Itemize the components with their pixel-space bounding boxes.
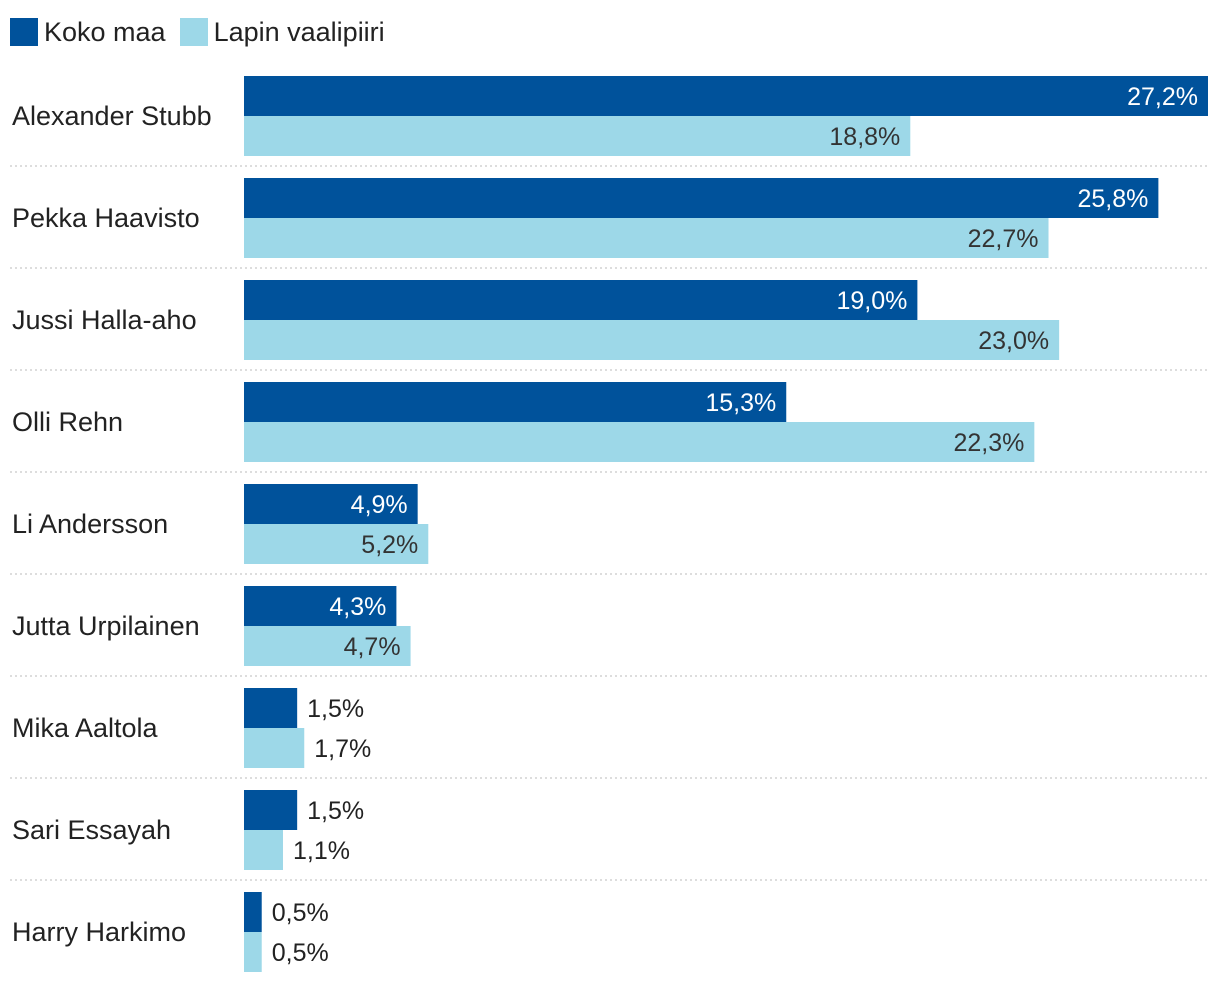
value-label-lapin-vaalipiiri-jussi-halla-aho: 23,0% [978,327,1049,355]
value-label-lapin-vaalipiiri-olli-rehn: 22,3% [953,429,1024,457]
bar-koko-maa-mika-aaltola [244,688,297,728]
bar-lapin-vaalipiiri-alexander-stubb [244,116,910,156]
value-label-koko-maa-mika-aaltola: 1,5% [307,695,364,723]
value-label-lapin-vaalipiiri-mika-aaltola: 1,7% [314,735,371,763]
value-label-koko-maa-li-andersson: 4,9% [351,491,408,519]
bar-koko-maa-alexander-stubb [244,76,1208,116]
bar-chart: Alexander Stubb 27,2% 18,8% Pekka Haavisto 2… [0,0,1220,984]
bar-koko-maa-sari-essayah [244,790,297,830]
category-label-pekka-haavisto: Pekka Haavisto [12,203,200,233]
bar-lapin-vaalipiiri-pekka-haavisto [244,218,1049,258]
category-label-alexander-stubb: Alexander Stubb [12,101,212,131]
value-label-lapin-vaalipiiri-alexander-stubb: 18,8% [829,123,900,151]
value-label-koko-maa-pekka-haavisto: 25,8% [1077,185,1148,213]
value-label-koko-maa-alexander-stubb: 27,2% [1127,83,1198,111]
bar-lapin-vaalipiiri-harry-harkimo [244,932,262,972]
category-label-sari-essayah: Sari Essayah [12,815,171,845]
value-label-koko-maa-olli-rehn: 15,3% [705,389,776,417]
bar-koko-maa-pekka-haavisto [244,178,1158,218]
value-label-lapin-vaalipiiri-sari-essayah: 1,1% [293,837,350,865]
value-label-lapin-vaalipiiri-jutta-urpilainen: 4,7% [344,633,401,661]
value-label-koko-maa-sari-essayah: 1,5% [307,797,364,825]
value-label-koko-maa-harry-harkimo: 0,5% [272,899,329,927]
category-label-mika-aaltola: Mika Aaltola [12,713,159,743]
bar-koko-maa-harry-harkimo [244,892,262,932]
category-label-li-andersson: Li Andersson [12,509,168,539]
value-label-lapin-vaalipiiri-harry-harkimo: 0,5% [272,939,329,967]
bar-lapin-vaalipiiri-sari-essayah [244,830,283,870]
category-label-olli-rehn: Olli Rehn [12,407,123,437]
value-label-koko-maa-jutta-urpilainen: 4,3% [329,593,386,621]
category-label-harry-harkimo: Harry Harkimo [12,917,186,947]
value-label-koko-maa-jussi-halla-aho: 19,0% [836,287,907,315]
bar-lapin-vaalipiiri-jussi-halla-aho [244,320,1059,360]
bar-lapin-vaalipiiri-olli-rehn [244,422,1034,462]
category-label-jussi-halla-aho: Jussi Halla-aho [12,305,197,335]
bar-lapin-vaalipiiri-mika-aaltola [244,728,304,768]
value-label-lapin-vaalipiiri-pekka-haavisto: 22,7% [968,225,1039,253]
value-label-lapin-vaalipiiri-li-andersson: 5,2% [361,531,418,559]
bar-koko-maa-jussi-halla-aho [244,280,917,320]
category-label-jutta-urpilainen: Jutta Urpilainen [12,611,200,641]
